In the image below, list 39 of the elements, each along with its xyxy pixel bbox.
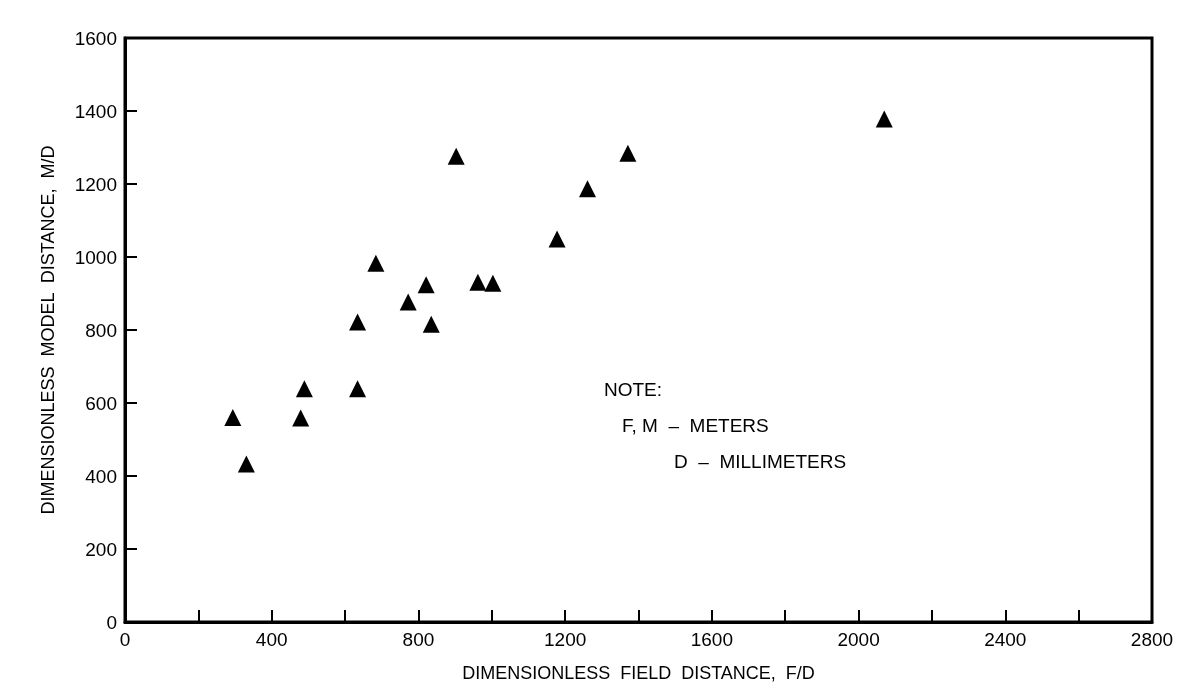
point — [237, 455, 255, 473]
point — [349, 380, 367, 398]
x-tick-label: 400 — [255, 629, 288, 650]
point — [469, 273, 487, 291]
y-tick-label: 800 — [85, 319, 117, 341]
y-tick-label: 1400 — [74, 100, 117, 122]
point — [417, 276, 435, 294]
x-tick-label: 2400 — [984, 629, 1027, 650]
point — [447, 147, 465, 165]
point — [548, 230, 566, 248]
x-tick-label: 1200 — [544, 629, 587, 650]
annotation: F, M – METERS — [622, 415, 769, 436]
point — [875, 110, 893, 128]
point — [619, 144, 637, 162]
y-tick-label: 0 — [106, 611, 117, 633]
y-tick-label: 1000 — [74, 246, 117, 268]
x-tick-label: 1600 — [690, 629, 733, 650]
y-axis-title: DIMENSIONLESS MODEL DISTANCE, M/D — [38, 145, 58, 515]
point — [422, 315, 440, 333]
x-tick-label: 2000 — [837, 629, 880, 650]
point — [292, 409, 310, 427]
annotation: NOTE: — [604, 379, 663, 400]
y-tick-label: 200 — [85, 538, 117, 560]
x-tick-label: 0 — [119, 629, 131, 650]
point — [399, 293, 417, 311]
point — [484, 274, 502, 292]
x-tick-label: 2800 — [1130, 629, 1174, 650]
point — [579, 180, 597, 198]
point — [295, 380, 313, 398]
point — [349, 313, 367, 331]
point — [367, 254, 385, 272]
x-axis-title: DIMENSIONLESS FIELD DISTANCE, F/D — [462, 663, 815, 683]
point — [224, 409, 242, 427]
y-tick-label: 1600 — [74, 27, 117, 49]
y-tick-label: 400 — [85, 465, 117, 487]
annotation: D – MILLIMETERS — [674, 451, 847, 472]
y-tick-label: 1200 — [74, 173, 117, 195]
y-tick-label: 600 — [85, 392, 117, 414]
x-tick-label: 800 — [402, 629, 435, 650]
